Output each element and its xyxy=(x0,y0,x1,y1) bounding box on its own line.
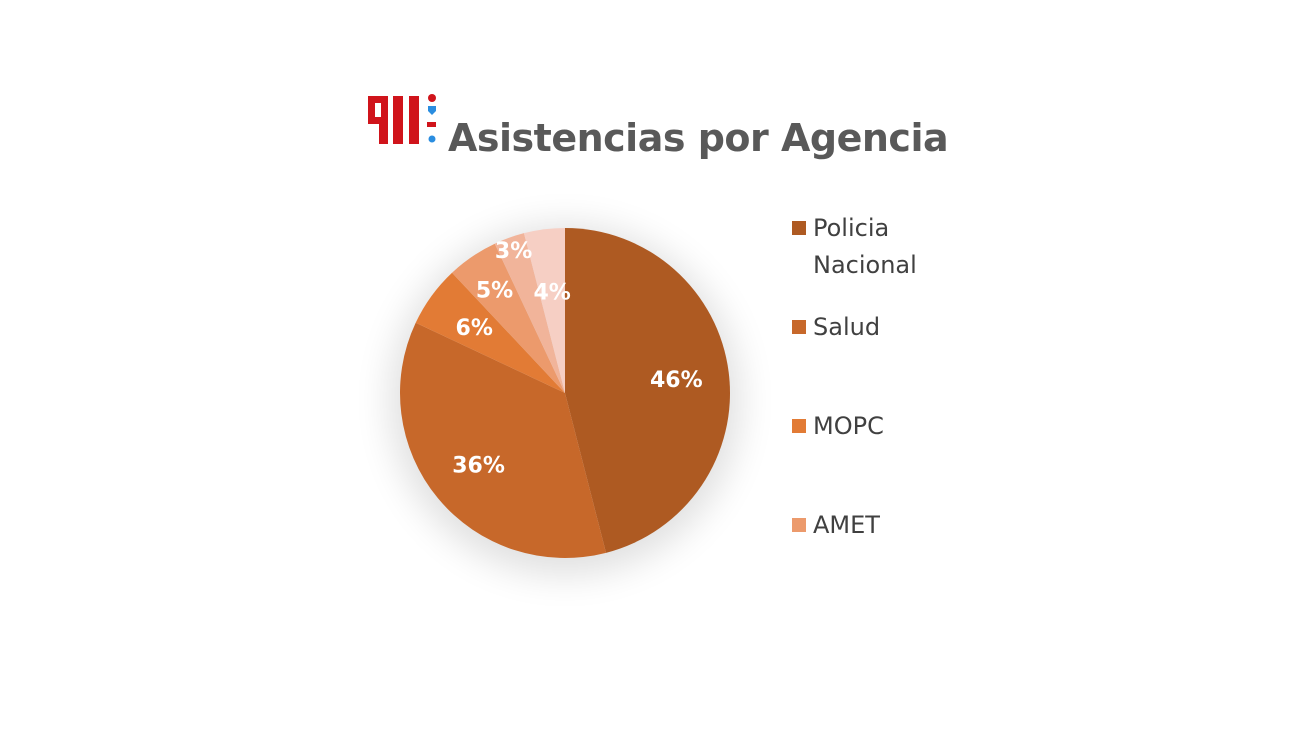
legend-label: Salud xyxy=(813,313,881,341)
pie-slice xyxy=(400,322,607,558)
slice-data-label: 3% xyxy=(495,239,532,264)
slice-data-label: 6% xyxy=(456,316,493,341)
legend-swatch xyxy=(792,419,806,433)
legend-label: Policia Nacional xyxy=(813,214,917,279)
pie-slice xyxy=(523,228,565,393)
pie-slice xyxy=(494,233,565,393)
legend-swatch xyxy=(792,320,806,334)
legend-swatch xyxy=(792,518,806,532)
legend-item-mopc: MOPC xyxy=(792,408,933,445)
legend-swatch xyxy=(792,221,806,235)
slice-data-label: 46% xyxy=(650,368,703,393)
chart-title: Asistencias por Agencia xyxy=(448,116,949,160)
legend-item-policia: Policia Nacional xyxy=(792,210,933,284)
pie-slice xyxy=(452,243,565,393)
pie-slice xyxy=(565,228,730,553)
slice-data-label: 36% xyxy=(452,454,505,479)
911-logo xyxy=(368,94,436,144)
slice-data-label: 5% xyxy=(476,278,513,303)
legend-item-amet: AMET xyxy=(792,507,933,544)
legend-item-salud: Salud xyxy=(792,309,933,346)
pie-slice xyxy=(415,272,565,393)
legend-label: AMET xyxy=(813,511,880,539)
legend-label: MOPC xyxy=(813,412,884,440)
slice-data-label: 4% xyxy=(533,281,570,306)
